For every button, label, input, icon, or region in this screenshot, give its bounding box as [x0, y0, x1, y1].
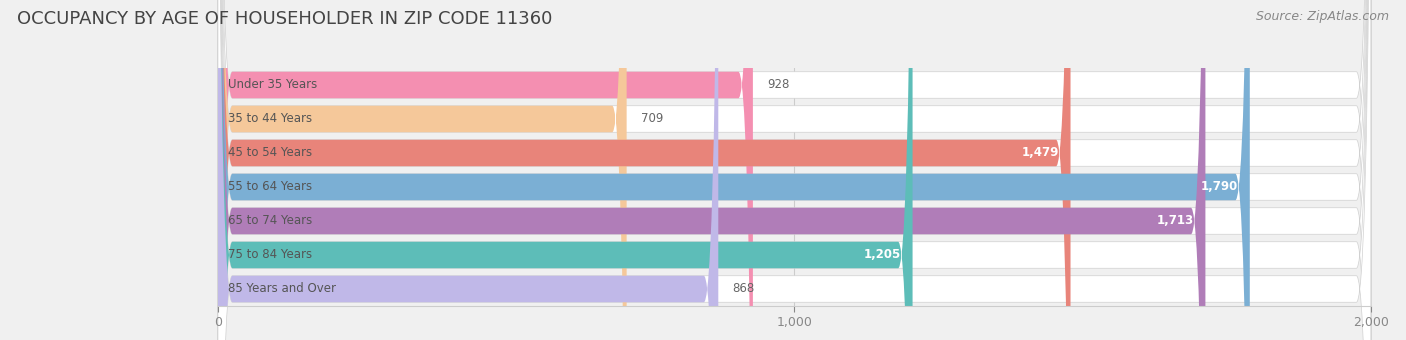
Text: 75 to 84 Years: 75 to 84 Years — [228, 249, 312, 261]
Text: 1,790: 1,790 — [1201, 181, 1239, 193]
Text: Under 35 Years: Under 35 Years — [228, 79, 318, 91]
Text: Source: ZipAtlas.com: Source: ZipAtlas.com — [1256, 10, 1389, 23]
Text: OCCUPANCY BY AGE OF HOUSEHOLDER IN ZIP CODE 11360: OCCUPANCY BY AGE OF HOUSEHOLDER IN ZIP C… — [17, 10, 553, 28]
FancyBboxPatch shape — [218, 0, 1371, 340]
FancyBboxPatch shape — [218, 0, 1371, 340]
Text: 928: 928 — [768, 79, 790, 91]
FancyBboxPatch shape — [218, 0, 1250, 340]
FancyBboxPatch shape — [218, 0, 912, 340]
Text: 709: 709 — [641, 113, 664, 125]
Text: 1,205: 1,205 — [863, 249, 901, 261]
FancyBboxPatch shape — [218, 0, 1205, 340]
FancyBboxPatch shape — [218, 0, 718, 340]
Text: 55 to 64 Years: 55 to 64 Years — [228, 181, 312, 193]
Text: 35 to 44 Years: 35 to 44 Years — [228, 113, 312, 125]
Text: 1,713: 1,713 — [1157, 215, 1194, 227]
FancyBboxPatch shape — [218, 0, 1371, 340]
FancyBboxPatch shape — [218, 0, 1070, 340]
FancyBboxPatch shape — [218, 0, 1371, 340]
FancyBboxPatch shape — [218, 0, 627, 340]
Text: 1,479: 1,479 — [1022, 147, 1059, 159]
FancyBboxPatch shape — [218, 0, 1371, 340]
FancyBboxPatch shape — [218, 0, 752, 340]
FancyBboxPatch shape — [218, 0, 1371, 340]
FancyBboxPatch shape — [218, 0, 1371, 340]
Text: 45 to 54 Years: 45 to 54 Years — [228, 147, 312, 159]
Text: 65 to 74 Years: 65 to 74 Years — [228, 215, 312, 227]
Text: 85 Years and Over: 85 Years and Over — [228, 283, 336, 295]
Text: 868: 868 — [733, 283, 755, 295]
